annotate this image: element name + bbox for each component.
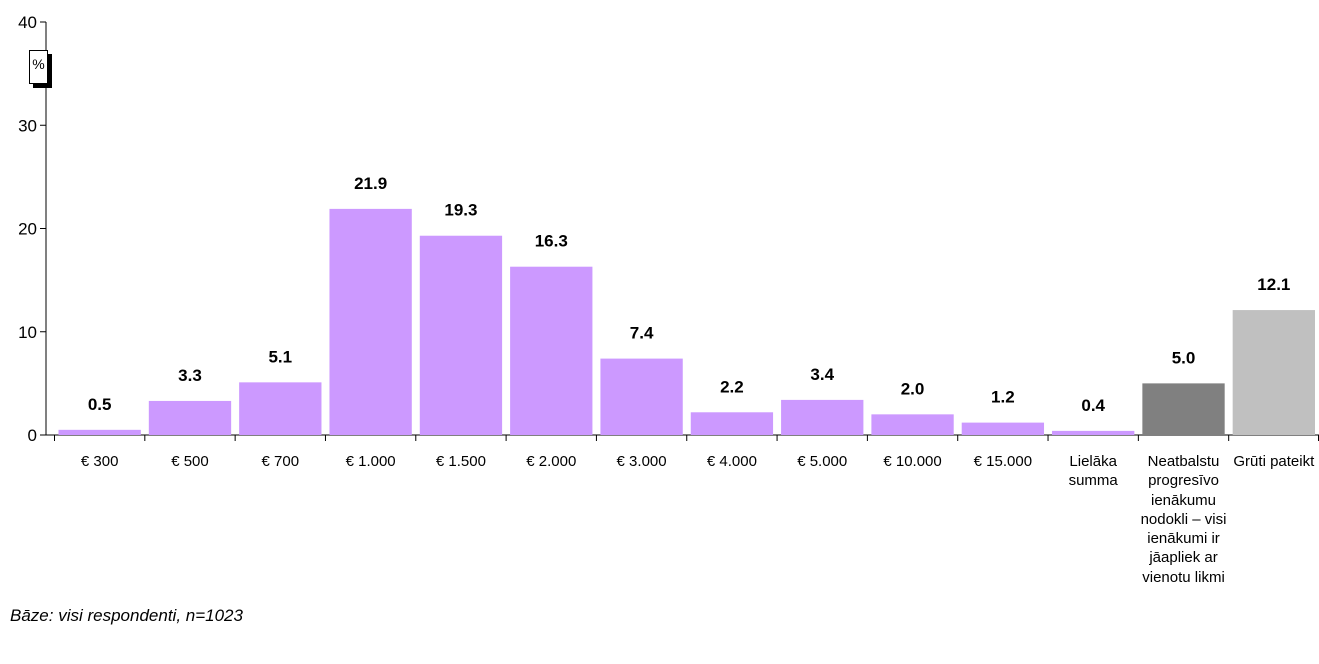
bar-value-label: 2.0 bbox=[901, 379, 925, 398]
bar bbox=[239, 382, 321, 435]
x-category-label: € 4.000 bbox=[686, 452, 778, 471]
bar bbox=[420, 236, 502, 435]
bar-value-label: 16.3 bbox=[535, 232, 568, 251]
x-category-label: € 15.000 bbox=[957, 452, 1049, 471]
x-category-label: € 10.000 bbox=[867, 452, 959, 471]
bar bbox=[1052, 431, 1134, 435]
y-tick-label: 10 bbox=[18, 323, 37, 342]
x-category-label: Neatbalstu progresīvo ienākumu nodokli –… bbox=[1138, 452, 1230, 587]
bar bbox=[510, 267, 592, 435]
bar bbox=[600, 359, 682, 435]
x-category-label: € 1.500 bbox=[415, 452, 507, 471]
bar-value-label: 3.3 bbox=[178, 366, 202, 385]
bar-value-label: 7.4 bbox=[630, 324, 654, 343]
bar bbox=[329, 209, 411, 435]
bar-value-label: 0.4 bbox=[1081, 396, 1105, 415]
bar bbox=[1142, 383, 1224, 435]
bar-value-label: 2.2 bbox=[720, 377, 744, 396]
bar bbox=[1233, 310, 1315, 435]
bar-value-label: 5.0 bbox=[1172, 348, 1196, 367]
bar-value-label: 1.2 bbox=[991, 388, 1015, 407]
x-category-label: Lielāka summa bbox=[1047, 452, 1139, 491]
bar-value-label: 19.3 bbox=[444, 201, 477, 220]
x-category-label: € 1.000 bbox=[325, 452, 417, 471]
y-tick-label: 20 bbox=[18, 220, 37, 239]
bar bbox=[871, 414, 953, 435]
bar bbox=[149, 401, 231, 435]
x-category-label: € 5.000 bbox=[776, 452, 868, 471]
y-axis-unit-box: % bbox=[29, 50, 51, 88]
bar-value-label: 21.9 bbox=[354, 174, 387, 193]
y-tick-label: 40 bbox=[18, 13, 37, 32]
base-note: Bāze: visi respondenti, n=1023 bbox=[10, 606, 243, 626]
x-category-label: € 500 bbox=[144, 452, 236, 471]
bar bbox=[781, 400, 863, 435]
y-axis-unit-label: % bbox=[29, 50, 48, 84]
x-category-label: € 2.000 bbox=[505, 452, 597, 471]
x-category-label: € 700 bbox=[234, 452, 326, 471]
bar-value-label: 5.1 bbox=[268, 347, 292, 366]
x-category-label: € 3.000 bbox=[596, 452, 688, 471]
bar bbox=[962, 423, 1044, 435]
bar-value-label: 12.1 bbox=[1257, 275, 1290, 294]
y-tick-label: 30 bbox=[18, 116, 37, 135]
bar-value-label: 3.4 bbox=[810, 365, 834, 384]
x-category-label: € 300 bbox=[54, 452, 146, 471]
y-tick-label: 0 bbox=[28, 426, 37, 445]
bar bbox=[691, 412, 773, 435]
bar bbox=[59, 430, 141, 435]
bar-value-label: 0.5 bbox=[88, 395, 112, 414]
x-category-label: Grūti pateikt bbox=[1228, 452, 1319, 471]
